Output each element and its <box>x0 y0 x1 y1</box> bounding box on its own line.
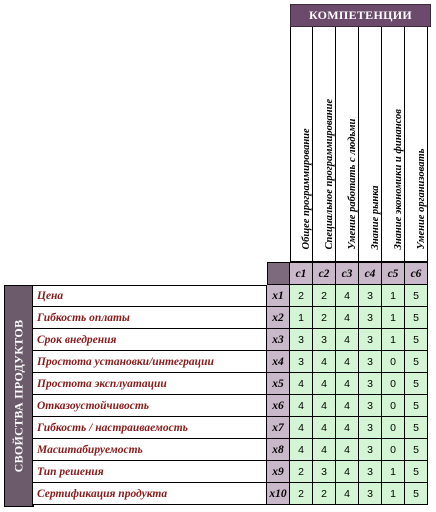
value-cell: 5 <box>405 483 428 505</box>
row-code: x5 <box>267 373 290 395</box>
value-cell: 3 <box>359 461 382 483</box>
row-code: x10 <box>267 483 290 505</box>
value-cell: 4 <box>336 329 359 351</box>
value-cell: 0 <box>382 373 405 395</box>
value-cell: 1 <box>382 285 405 307</box>
column-header: Умение работать с людьми <box>336 27 359 262</box>
row-label: Срок внедрения <box>33 329 267 351</box>
value-cell: 2 <box>290 461 313 483</box>
value-cell: 4 <box>336 417 359 439</box>
value-cell: 1 <box>382 461 405 483</box>
value-cell: 3 <box>313 461 336 483</box>
value-cell: 4 <box>336 285 359 307</box>
corner-cell <box>267 262 290 285</box>
value-cell: 2 <box>313 483 336 505</box>
value-cell: 4 <box>336 483 359 505</box>
value-cell: 0 <box>382 439 405 461</box>
column-header: Специальное программирование <box>313 27 336 262</box>
value-cell: 0 <box>382 351 405 373</box>
value-cell: 4 <box>313 373 336 395</box>
value-cell: 5 <box>405 351 428 373</box>
value-cell: 4 <box>336 439 359 461</box>
product-properties-text: СВОЙСТВА ПРОДУКТОВ <box>11 319 25 473</box>
value-cell: 1 <box>382 483 405 505</box>
row-code: x4 <box>267 351 290 373</box>
value-cell: 3 <box>290 329 313 351</box>
value-cell: 4 <box>290 417 313 439</box>
value-cell: 4 <box>336 461 359 483</box>
row-label: Гибкость оплаты <box>33 307 267 329</box>
value-cell: 3 <box>359 417 382 439</box>
row-code: x2 <box>267 307 290 329</box>
value-cell: 4 <box>290 395 313 417</box>
value-cell: 3 <box>359 329 382 351</box>
value-cell: 4 <box>313 395 336 417</box>
row-code: x7 <box>267 417 290 439</box>
value-cell: 4 <box>290 439 313 461</box>
value-cell: 3 <box>290 351 313 373</box>
value-cell: 2 <box>313 307 336 329</box>
column-header: Общее программирование <box>290 27 313 262</box>
value-cell: 0 <box>382 417 405 439</box>
row-code: x1 <box>267 285 290 307</box>
column-code: с3 <box>336 262 359 285</box>
row-label: Гибкость / настраиваемость <box>33 417 267 439</box>
value-cell: 4 <box>313 439 336 461</box>
column-header: Знание рынка <box>359 27 382 262</box>
row-label: Сертификация продукта <box>33 483 267 505</box>
product-properties-label: СВОЙСТВА ПРОДУКТОВ <box>4 285 33 507</box>
row-code: x9 <box>267 461 290 483</box>
value-cell: 5 <box>405 373 428 395</box>
column-header: Знание экономики и финансов <box>382 27 405 262</box>
value-cell: 5 <box>405 439 428 461</box>
value-cell: 0 <box>382 395 405 417</box>
row-label: Простота эксплуатации <box>33 373 267 395</box>
value-cell: 2 <box>290 483 313 505</box>
row-code: x6 <box>267 395 290 417</box>
value-cell: 3 <box>359 373 382 395</box>
value-cell: 3 <box>359 285 382 307</box>
value-cell: 3 <box>359 395 382 417</box>
value-cell: 4 <box>336 373 359 395</box>
competencies-header: КОМПЕТЕНЦИИ <box>290 4 431 27</box>
value-cell: 5 <box>405 307 428 329</box>
value-cell: 4 <box>336 395 359 417</box>
value-cell: 1 <box>382 307 405 329</box>
column-code: с4 <box>359 262 382 285</box>
column-code: с1 <box>290 262 313 285</box>
row-label: Цена <box>33 285 267 307</box>
value-cell: 2 <box>290 285 313 307</box>
value-cell: 4 <box>313 351 336 373</box>
row-label: Масштабируемость <box>33 439 267 461</box>
column-code: с6 <box>405 262 428 285</box>
value-cell: 1 <box>382 329 405 351</box>
column-code: с5 <box>382 262 405 285</box>
value-cell: 4 <box>313 417 336 439</box>
column-code: с2 <box>313 262 336 285</box>
row-code: x3 <box>267 329 290 351</box>
value-cell: 5 <box>405 417 428 439</box>
value-cell: 3 <box>359 307 382 329</box>
value-cell: 5 <box>405 461 428 483</box>
value-cell: 3 <box>359 439 382 461</box>
column-header: Умение организовать <box>405 27 428 262</box>
row-label: Отказоустойчивость <box>33 395 267 417</box>
row-label: Тип решения <box>33 461 267 483</box>
row-code: x8 <box>267 439 290 461</box>
value-cell: 3 <box>313 329 336 351</box>
value-cell: 1 <box>290 307 313 329</box>
value-cell: 2 <box>313 285 336 307</box>
value-cell: 3 <box>359 483 382 505</box>
value-cell: 5 <box>405 285 428 307</box>
value-cell: 3 <box>359 351 382 373</box>
value-cell: 4 <box>290 373 313 395</box>
row-label: Простота установки/интеграции <box>33 351 267 373</box>
value-cell: 4 <box>336 307 359 329</box>
value-cell: 4 <box>336 351 359 373</box>
header-left-border <box>290 27 291 262</box>
value-cell: 5 <box>405 395 428 417</box>
value-cell: 5 <box>405 329 428 351</box>
